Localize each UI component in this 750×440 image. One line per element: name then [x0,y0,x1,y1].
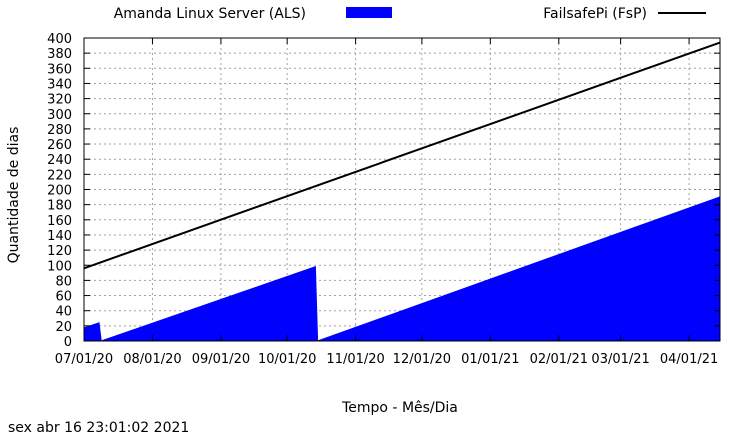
y-tick-label: 300 [47,108,72,123]
y-tick-label: 0 [64,335,72,350]
y-tick-label: 40 [55,305,72,320]
x-tick-label: 01/01/21 [461,352,519,367]
legend-label-als: Amanda Linux Server (ALS) [114,6,306,22]
y-tick-label: 340 [47,77,72,92]
series-layer [83,41,721,341]
x-tick-label: 10/01/20 [258,352,316,367]
x-tick-label: 09/01/20 [192,352,250,367]
axis-ticks: 0204060801001201401601802002202402602803… [47,32,720,367]
x-tick-label: 08/01/20 [123,352,181,367]
y-tick-label: 240 [47,153,72,168]
y-tick-label: 80 [55,274,72,289]
x-tick-label: 04/01/21 [660,352,718,367]
x-axis-title: Tempo - Mês/Dia [341,400,458,416]
y-tick-label: 180 [47,199,72,214]
x-tick-label: 07/01/20 [55,352,113,367]
y-tick-label: 140 [47,229,72,244]
y-tick-label: 400 [47,32,72,47]
legend: Amanda Linux Server (ALS) FailsafePi (Fs… [114,6,706,22]
y-tick-label: 60 [55,290,72,305]
series-fsp-line [83,41,721,270]
y-tick-label: 320 [47,93,72,108]
x-tick-label: 11/01/20 [326,352,384,367]
x-tick-label: 02/01/21 [530,352,588,367]
y-tick-label: 200 [47,184,72,199]
y-tick-label: 360 [47,62,72,77]
x-tick-label: 12/01/20 [393,352,451,367]
series-als-area [84,196,720,341]
timestamp: sex abr 16 23:01:02 2021 [8,420,190,436]
y-tick-label: 220 [47,168,72,183]
y-axis-title: Quantidade de dias [6,127,22,264]
y-tick-label: 20 [55,320,72,335]
legend-swatch-als [346,7,392,18]
y-tick-label: 160 [47,214,72,229]
y-tick-label: 380 [47,47,72,62]
y-tick-label: 280 [47,123,72,138]
y-tick-label: 260 [47,138,72,153]
y-tick-label: 100 [47,259,72,274]
y-tick-label: 120 [47,244,72,259]
x-tick-label: 03/01/21 [591,352,649,367]
legend-label-fsp: FailsafePi (FsP) [543,6,647,22]
